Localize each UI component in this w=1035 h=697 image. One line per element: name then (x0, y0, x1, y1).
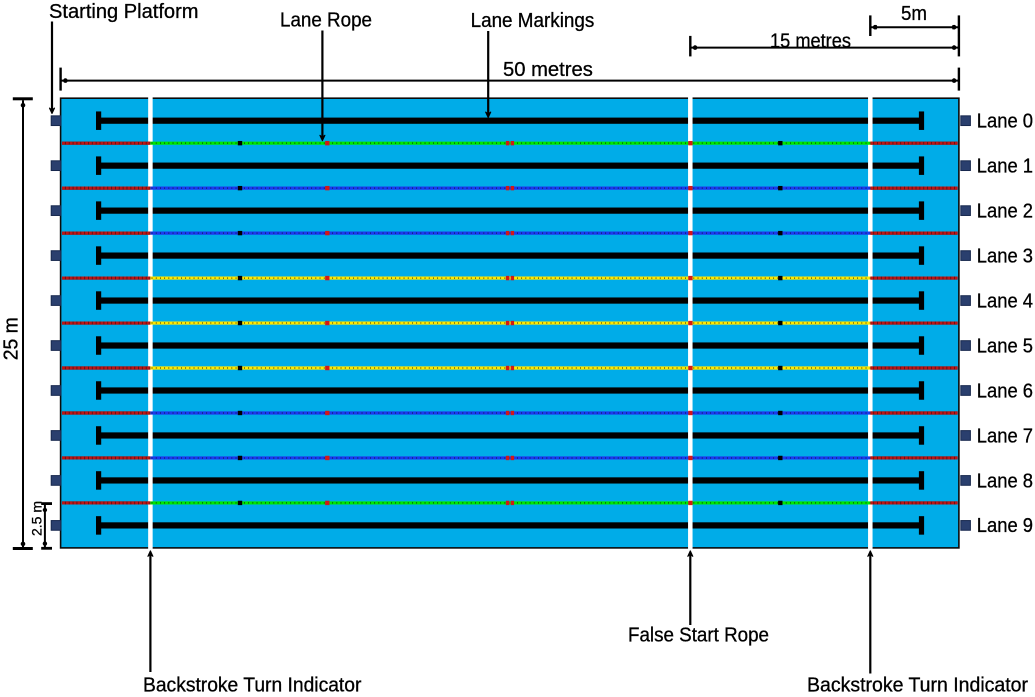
svg-text:Lane 7: Lane 7 (977, 425, 1033, 447)
svg-text:Lane 3: Lane 3 (977, 245, 1033, 267)
svg-text:Lane 2: Lane 2 (977, 200, 1033, 222)
svg-text:Lane 1: Lane 1 (977, 155, 1033, 177)
svg-text:Lane 4: Lane 4 (977, 290, 1033, 312)
svg-text:5m: 5m (901, 3, 927, 25)
svg-text:Backstroke Turn Indicator: Backstroke Turn Indicator (143, 675, 362, 697)
svg-text:Lane 9: Lane 9 (977, 515, 1033, 537)
svg-text:Lane 0: Lane 0 (977, 110, 1033, 132)
svg-text:False Start Rope: False Start Rope (628, 625, 769, 647)
svg-text:50 metres: 50 metres (503, 59, 593, 81)
svg-text:2.5 m: 2.5 m (29, 501, 44, 536)
svg-text:Backstroke Turn Indicator: Backstroke Turn Indicator (807, 675, 1028, 697)
svg-text:Lane 5: Lane 5 (977, 335, 1033, 357)
svg-text:15 metres: 15 metres (770, 31, 851, 53)
svg-text:25 m: 25 m (1, 317, 23, 360)
svg-text:Starting Platform: Starting Platform (49, 1, 199, 23)
svg-text:Lane Rope: Lane Rope (280, 10, 372, 32)
svg-text:Lane 8: Lane 8 (977, 470, 1033, 492)
svg-text:Lane Markings: Lane Markings (471, 10, 595, 32)
svg-text:Lane 6: Lane 6 (977, 380, 1033, 402)
